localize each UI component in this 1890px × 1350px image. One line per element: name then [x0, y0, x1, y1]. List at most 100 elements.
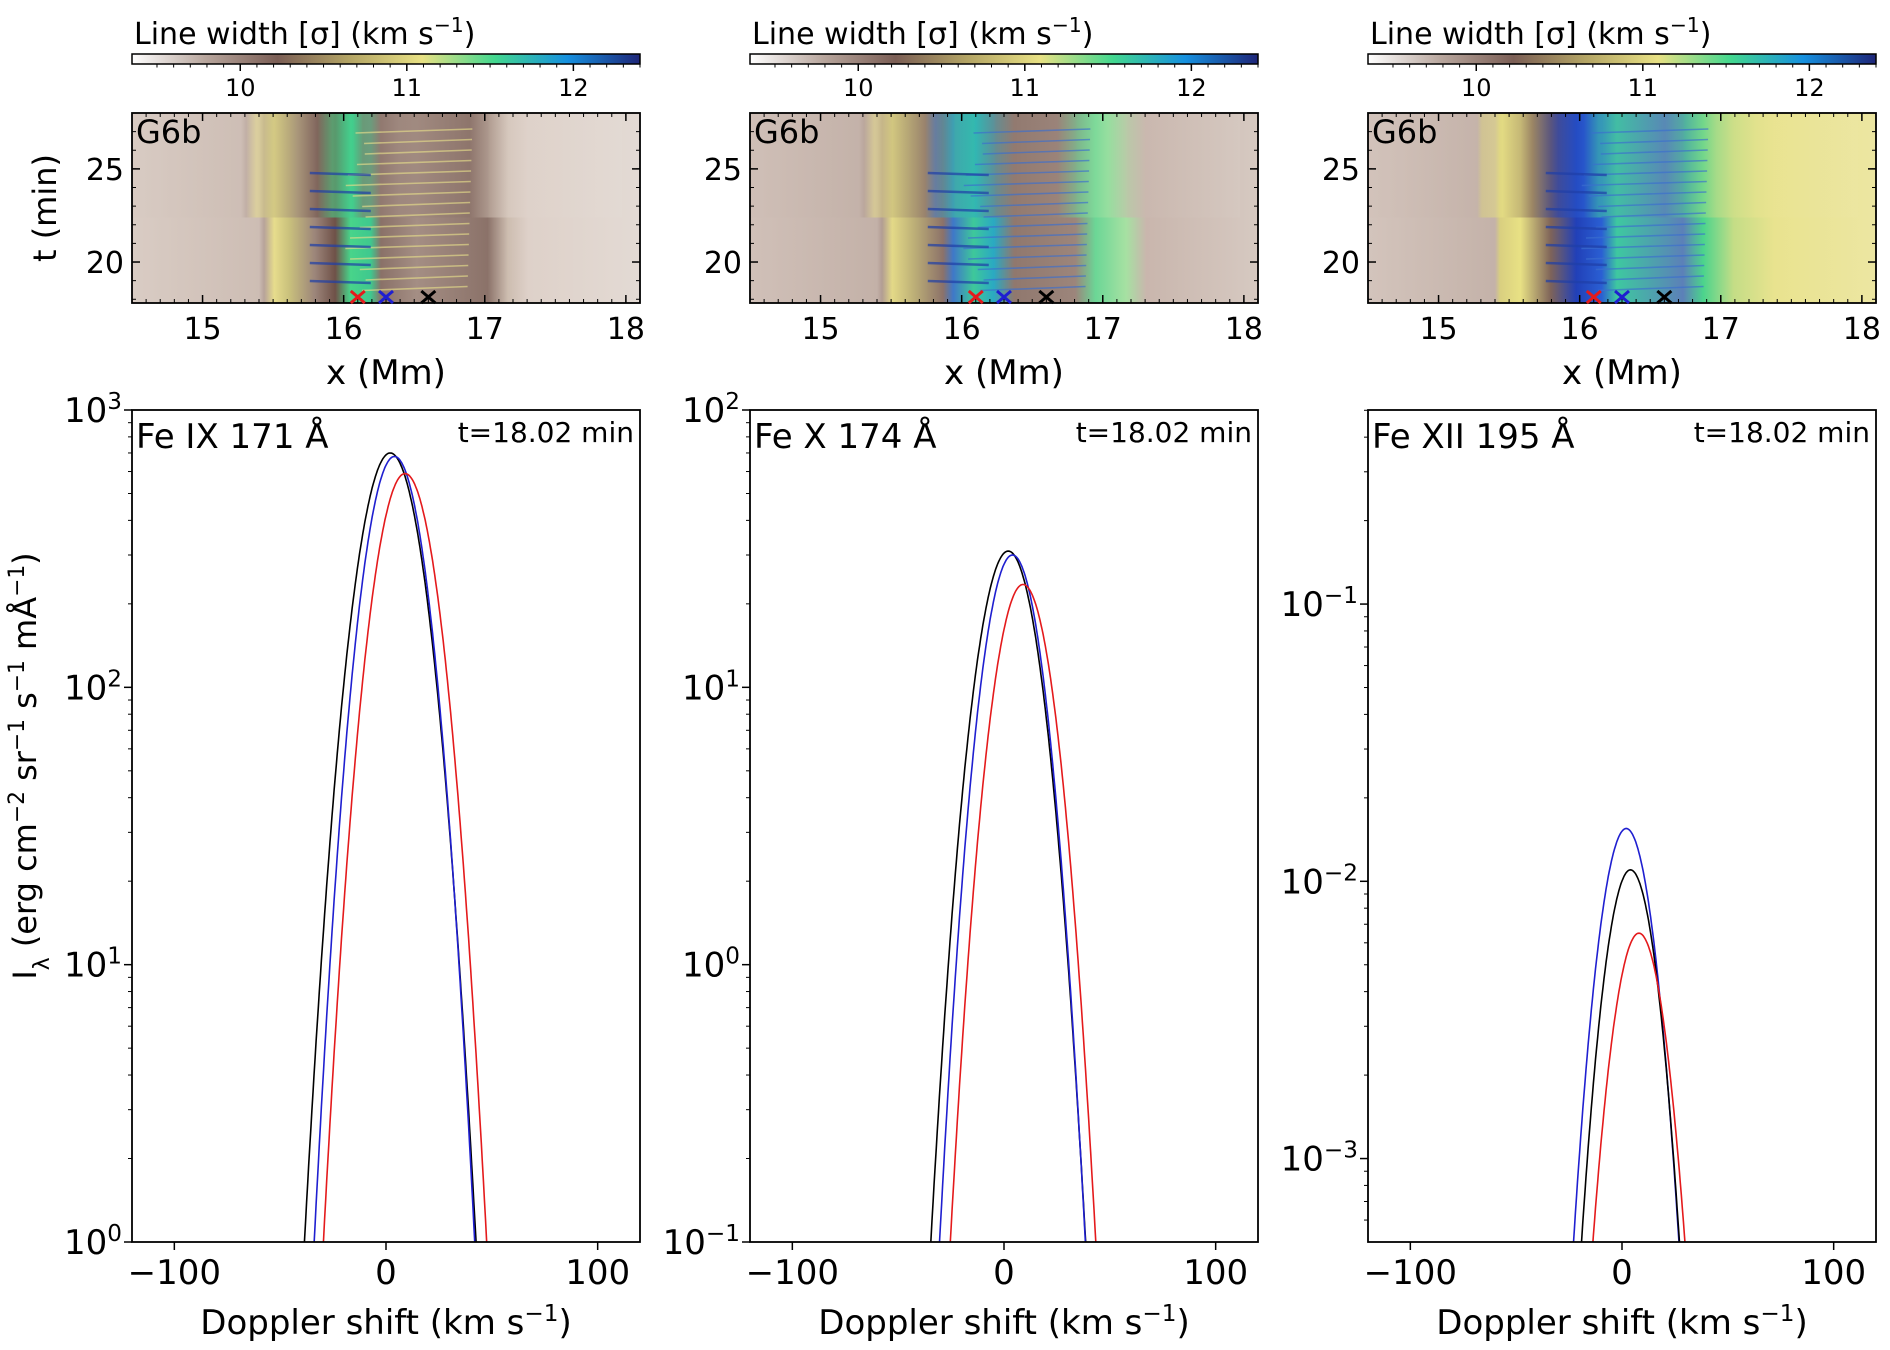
spectral-line-label: Fe XII 195 Å	[1372, 416, 1575, 457]
striation	[1600, 149, 1708, 155]
striation	[974, 159, 1090, 166]
position-marker	[1585, 289, 1602, 305]
x-tick-label: −100	[746, 1253, 839, 1293]
striation	[1585, 233, 1706, 239]
panel-label: G6b	[136, 113, 201, 151]
profile-plot	[1368, 410, 1876, 1242]
striation	[977, 264, 1087, 271]
striation	[968, 254, 1087, 260]
striation	[983, 275, 1086, 281]
profile-line	[938, 554, 1087, 1242]
y-tick-label: 20	[86, 246, 124, 281]
striation	[983, 212, 1088, 218]
profile-line	[949, 583, 1097, 1242]
striation	[980, 201, 1089, 208]
x-tick-label: 15	[183, 312, 221, 347]
position-marker	[378, 289, 394, 305]
striation	[1581, 180, 1707, 187]
y-axis-label: Iλ (erg cm−2 sr−1 s−1 mÅ−1)	[5, 552, 55, 979]
spectral-line-label: Fe IX 171 Å	[136, 416, 329, 457]
colorbar	[131, 53, 641, 65]
colorbar-tick-label: 10	[225, 74, 256, 102]
colorbar-tick-label: 11	[392, 74, 423, 102]
colorbar-label: Line width [σ] (km s−1)	[752, 13, 1094, 52]
striation	[364, 138, 473, 145]
y-tick-label: 101	[64, 944, 122, 986]
blue-streak	[927, 189, 989, 195]
blue-streak	[1545, 171, 1607, 177]
colorbar-tick-label: 12	[1176, 74, 1207, 102]
spacetime-overlay	[132, 113, 622, 218]
y-tick-label: 103	[64, 389, 122, 431]
x-tick-label: 100	[565, 1253, 630, 1293]
y-tick-label: 20	[1322, 246, 1360, 281]
colorbar-tick-label: 11	[1628, 74, 1659, 102]
x-tick-label: 16	[943, 312, 981, 347]
x-tick-label: 15	[801, 312, 839, 347]
y-tick-label: 25	[86, 153, 124, 188]
striation	[359, 222, 470, 229]
plot-background	[1368, 410, 1876, 1242]
striation	[362, 201, 471, 208]
panel-label: G6b	[754, 113, 819, 151]
x-tick-label: 16	[325, 312, 363, 347]
y-tick-label: 25	[704, 153, 742, 188]
y-tick-label: 20	[704, 246, 742, 281]
blue-streak	[309, 189, 371, 195]
spacetime-overlay	[1368, 113, 1858, 218]
profile-line	[1580, 868, 1681, 1242]
blue-streak	[309, 207, 371, 213]
striation	[1601, 275, 1704, 281]
colorbar	[1367, 53, 1877, 65]
striation	[982, 138, 1091, 145]
colorbar-label: Line width [σ] (km s−1)	[1370, 13, 1712, 52]
x-tick-label: −100	[1364, 1253, 1457, 1293]
striation	[349, 233, 470, 239]
striation	[982, 149, 1090, 155]
x-tick-label: 0	[993, 1253, 1015, 1293]
blue-streak	[927, 225, 989, 231]
y-tick-label: 10−2	[1281, 860, 1358, 902]
striation	[1588, 191, 1707, 197]
position-marker	[349, 289, 366, 305]
x-axis-label: Doppler shift (km s−1)	[200, 1301, 571, 1343]
profile-line	[303, 452, 477, 1242]
position-marker	[1038, 289, 1055, 305]
colorbar-tick-label: 12	[558, 74, 589, 102]
x-axis-label: Doppler shift (km s−1)	[818, 1301, 1189, 1343]
colorbar-tick-label: 11	[1010, 74, 1041, 102]
y-tick-label: 100	[64, 1221, 122, 1263]
x-tick-label: 18	[1843, 312, 1881, 347]
blue-streak	[927, 207, 989, 213]
striation	[345, 180, 471, 187]
time-label: t=18.02 min	[1694, 416, 1870, 449]
spacetime-map	[132, 113, 640, 303]
profile-line	[1572, 827, 1680, 1242]
blue-streak	[309, 279, 371, 285]
y-tick-label: 10−1	[663, 1221, 740, 1263]
time-label: t=18.02 min	[458, 416, 634, 449]
striation	[359, 264, 469, 271]
blue-streak	[1545, 189, 1607, 195]
striation	[980, 285, 1086, 292]
column-2: Line width [σ] (km s−1) 10 11 12 15 16 17 18 20 2…	[663, 13, 1263, 1343]
striation	[364, 149, 472, 155]
y-tick-label: 10−1	[1281, 583, 1358, 625]
striation	[977, 222, 1088, 229]
striation	[362, 285, 468, 292]
blue-streak	[1545, 279, 1607, 285]
striation	[967, 233, 1088, 239]
blue-streak	[927, 243, 989, 249]
y-tick-label: 102	[64, 666, 122, 708]
x-tick-label: −100	[128, 1253, 221, 1293]
striation	[1598, 285, 1704, 292]
x-tick-label: 17	[1084, 312, 1122, 347]
x-tick-label: 18	[607, 312, 645, 347]
x-axis-label: x (Mm)	[1562, 353, 1682, 393]
blue-streak	[309, 171, 371, 177]
y-axis-label: t (min)	[26, 154, 64, 262]
plot-background	[750, 410, 1258, 1242]
blue-streak	[927, 171, 989, 177]
y-tick-label: 10−3	[1281, 1138, 1358, 1180]
position-marker	[996, 289, 1012, 305]
